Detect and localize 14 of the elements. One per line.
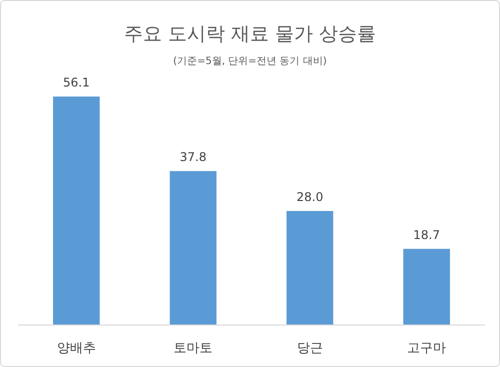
- bar: [53, 96, 100, 325]
- bar: [286, 210, 334, 325]
- data-label: 18.7: [413, 228, 440, 242]
- data-label: 37.8: [180, 150, 206, 164]
- data-label: 56.1: [63, 76, 90, 90]
- bar: [170, 171, 216, 325]
- chart-subtitle: (기준=5월, 단위=전년 동기 대비): [173, 56, 327, 67]
- data-label: 28.0: [296, 190, 324, 204]
- x-tick-label: 고구마: [407, 341, 446, 356]
- chart-title: 주요 도시락 재료 물가 상승률: [124, 23, 376, 45]
- x-tick-label: 토마토: [174, 341, 213, 356]
- bar: [403, 248, 450, 325]
- x-tick-label: 당근: [296, 341, 323, 356]
- x-tick-label: 양배추: [56, 341, 96, 356]
